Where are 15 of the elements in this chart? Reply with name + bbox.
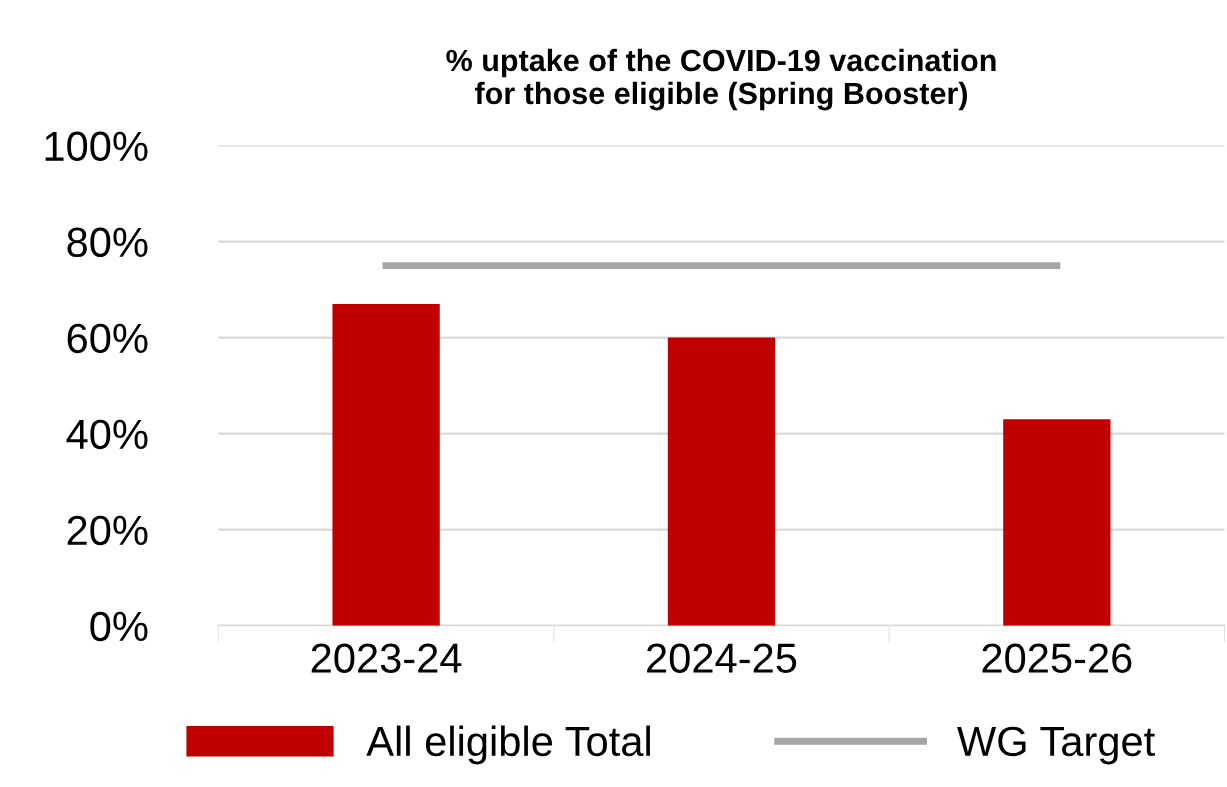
y-tick-label: 40% [66, 419, 148, 450]
y-tick-label: 0% [90, 611, 148, 642]
bar [667, 337, 776, 626]
x-tick-label: 2025-26 [982, 643, 1132, 673]
y-tick-label: 20% [67, 515, 148, 546]
x-tick-label: 2023-24 [311, 643, 462, 673]
y-tick-label: 100% [45, 131, 148, 162]
x-tick-label: 2024-25 [647, 643, 797, 673]
legend-label: WG Target [957, 726, 1155, 765]
y-tick-label: 80% [67, 227, 148, 258]
chart-title: % uptake of the COVID-19 vaccination for those eligible (Spring Booster) [446, 48, 996, 111]
y-tick-label: 60% [67, 323, 148, 354]
bar [332, 304, 440, 626]
bar [1003, 419, 1111, 626]
legend-label: All eligible Total [366, 725, 650, 765]
